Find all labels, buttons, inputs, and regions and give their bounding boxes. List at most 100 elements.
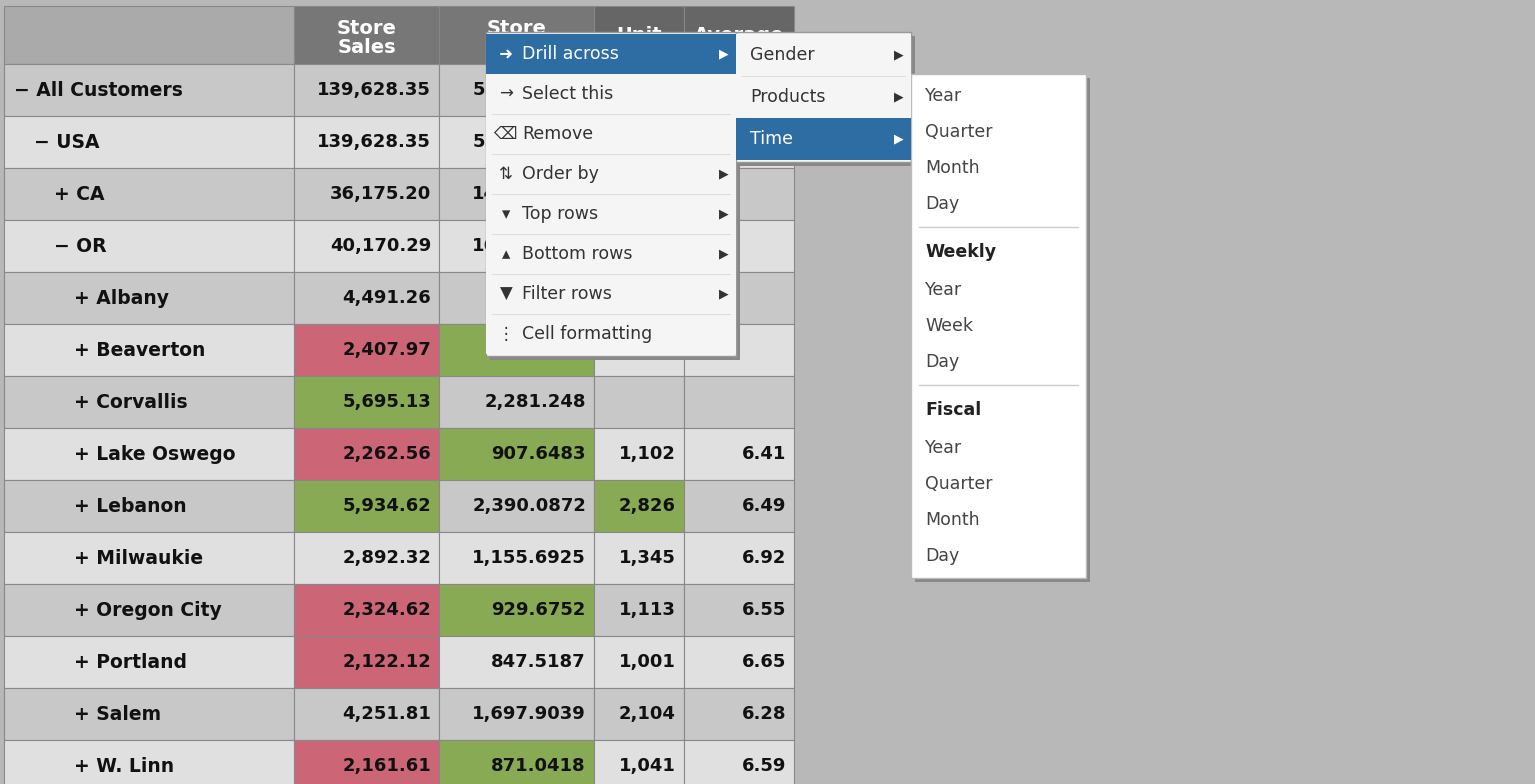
Text: Select this: Select this [522, 85, 614, 103]
FancyBboxPatch shape [5, 220, 295, 272]
Text: 1,782.817: 1,782.817 [485, 289, 586, 307]
Text: 2,281.248: 2,281.248 [485, 393, 586, 411]
FancyBboxPatch shape [685, 220, 794, 272]
FancyBboxPatch shape [439, 428, 594, 480]
FancyBboxPatch shape [594, 324, 685, 376]
FancyBboxPatch shape [439, 688, 594, 740]
Text: ➜: ➜ [499, 45, 513, 63]
FancyBboxPatch shape [439, 480, 594, 532]
Text: 139,628.35: 139,628.35 [318, 133, 431, 151]
Text: 6.65: 6.65 [741, 653, 786, 671]
Text: + Milwaukie: + Milwaukie [74, 549, 203, 568]
Text: →: → [499, 85, 513, 103]
FancyBboxPatch shape [740, 36, 915, 166]
Text: ▶: ▶ [720, 208, 729, 220]
FancyBboxPatch shape [487, 74, 735, 114]
Text: 950.359: 950.359 [503, 341, 586, 359]
Text: 4,251.81: 4,251.81 [342, 705, 431, 723]
Text: Time: Time [751, 130, 794, 148]
Text: Week: Week [926, 317, 973, 335]
FancyBboxPatch shape [295, 272, 439, 324]
FancyBboxPatch shape [5, 584, 295, 636]
Text: 139,628.35: 139,628.35 [318, 81, 431, 99]
FancyBboxPatch shape [5, 376, 295, 428]
Text: 36,175.20: 36,175.20 [330, 185, 431, 203]
Text: Cell formatting: Cell formatting [522, 325, 652, 343]
Text: 16,081.073: 16,081.073 [473, 237, 586, 255]
FancyBboxPatch shape [439, 376, 594, 428]
FancyBboxPatch shape [295, 636, 439, 688]
Text: ▶: ▶ [720, 168, 729, 180]
Text: + Lake Oswego: + Lake Oswego [74, 445, 235, 463]
FancyBboxPatch shape [735, 76, 910, 118]
Text: 2,390.0872: 2,390.0872 [473, 497, 586, 515]
Text: 2,407.97: 2,407.97 [342, 341, 431, 359]
FancyBboxPatch shape [5, 428, 295, 480]
FancyBboxPatch shape [439, 532, 594, 584]
Text: − USA: − USA [34, 132, 100, 151]
Text: 1,345: 1,345 [619, 549, 675, 567]
FancyBboxPatch shape [487, 194, 735, 234]
Text: Gender: Gender [751, 46, 815, 64]
FancyBboxPatch shape [594, 428, 685, 480]
Text: ▼: ▼ [499, 285, 513, 303]
Text: − All Customers: − All Customers [14, 81, 183, 100]
Text: Filter rows: Filter rows [522, 285, 612, 303]
FancyBboxPatch shape [5, 168, 295, 220]
FancyBboxPatch shape [594, 6, 685, 64]
Text: Day: Day [926, 195, 959, 213]
Text: Year: Year [926, 281, 962, 299]
FancyBboxPatch shape [685, 168, 794, 220]
FancyBboxPatch shape [685, 324, 794, 376]
FancyBboxPatch shape [685, 688, 794, 740]
FancyBboxPatch shape [685, 64, 794, 116]
FancyBboxPatch shape [5, 64, 295, 116]
FancyBboxPatch shape [295, 584, 439, 636]
Text: + Salem: + Salem [74, 705, 161, 724]
Text: ▶: ▶ [720, 288, 729, 300]
FancyBboxPatch shape [439, 64, 594, 116]
Text: 40,170.29: 40,170.29 [330, 237, 431, 255]
Text: Fiscal: Fiscal [926, 401, 981, 419]
Text: + Lebanon: + Lebanon [74, 496, 187, 516]
FancyBboxPatch shape [685, 116, 794, 168]
FancyBboxPatch shape [439, 6, 594, 64]
FancyBboxPatch shape [685, 376, 794, 428]
FancyBboxPatch shape [594, 272, 685, 324]
FancyBboxPatch shape [487, 32, 735, 356]
Text: 2,161.61: 2,161.61 [342, 757, 431, 775]
FancyBboxPatch shape [487, 34, 735, 74]
FancyBboxPatch shape [487, 314, 735, 354]
FancyBboxPatch shape [295, 428, 439, 480]
FancyBboxPatch shape [439, 168, 594, 220]
FancyBboxPatch shape [295, 740, 439, 784]
Text: Order by: Order by [522, 165, 599, 183]
Text: + Albany: + Albany [74, 289, 169, 307]
Text: Cost: Cost [493, 38, 540, 57]
FancyBboxPatch shape [685, 6, 794, 64]
Text: ▴: ▴ [502, 245, 510, 263]
Text: 907.6483: 907.6483 [491, 445, 586, 463]
FancyBboxPatch shape [594, 376, 685, 428]
FancyBboxPatch shape [5, 6, 295, 64]
FancyBboxPatch shape [594, 64, 685, 116]
Text: 929.6752: 929.6752 [491, 601, 586, 619]
Text: Remove: Remove [522, 125, 593, 143]
Text: Unit: Unit [616, 26, 662, 45]
FancyBboxPatch shape [5, 636, 295, 688]
FancyBboxPatch shape [594, 636, 685, 688]
Text: 1,697.9039: 1,697.9039 [473, 705, 586, 723]
FancyBboxPatch shape [487, 274, 735, 314]
Text: 1,102: 1,102 [619, 445, 675, 463]
FancyBboxPatch shape [295, 220, 439, 272]
FancyBboxPatch shape [594, 532, 685, 584]
Text: 14,431.085: 14,431.085 [473, 185, 586, 203]
Text: Weekly: Weekly [926, 243, 996, 261]
FancyBboxPatch shape [685, 740, 794, 784]
FancyBboxPatch shape [594, 688, 685, 740]
Text: 6.49: 6.49 [741, 497, 786, 515]
FancyBboxPatch shape [915, 78, 1090, 582]
Text: Year: Year [926, 439, 962, 457]
Text: 6.59: 6.59 [741, 757, 786, 775]
Text: 55,752.240: 55,752.240 [473, 81, 586, 99]
